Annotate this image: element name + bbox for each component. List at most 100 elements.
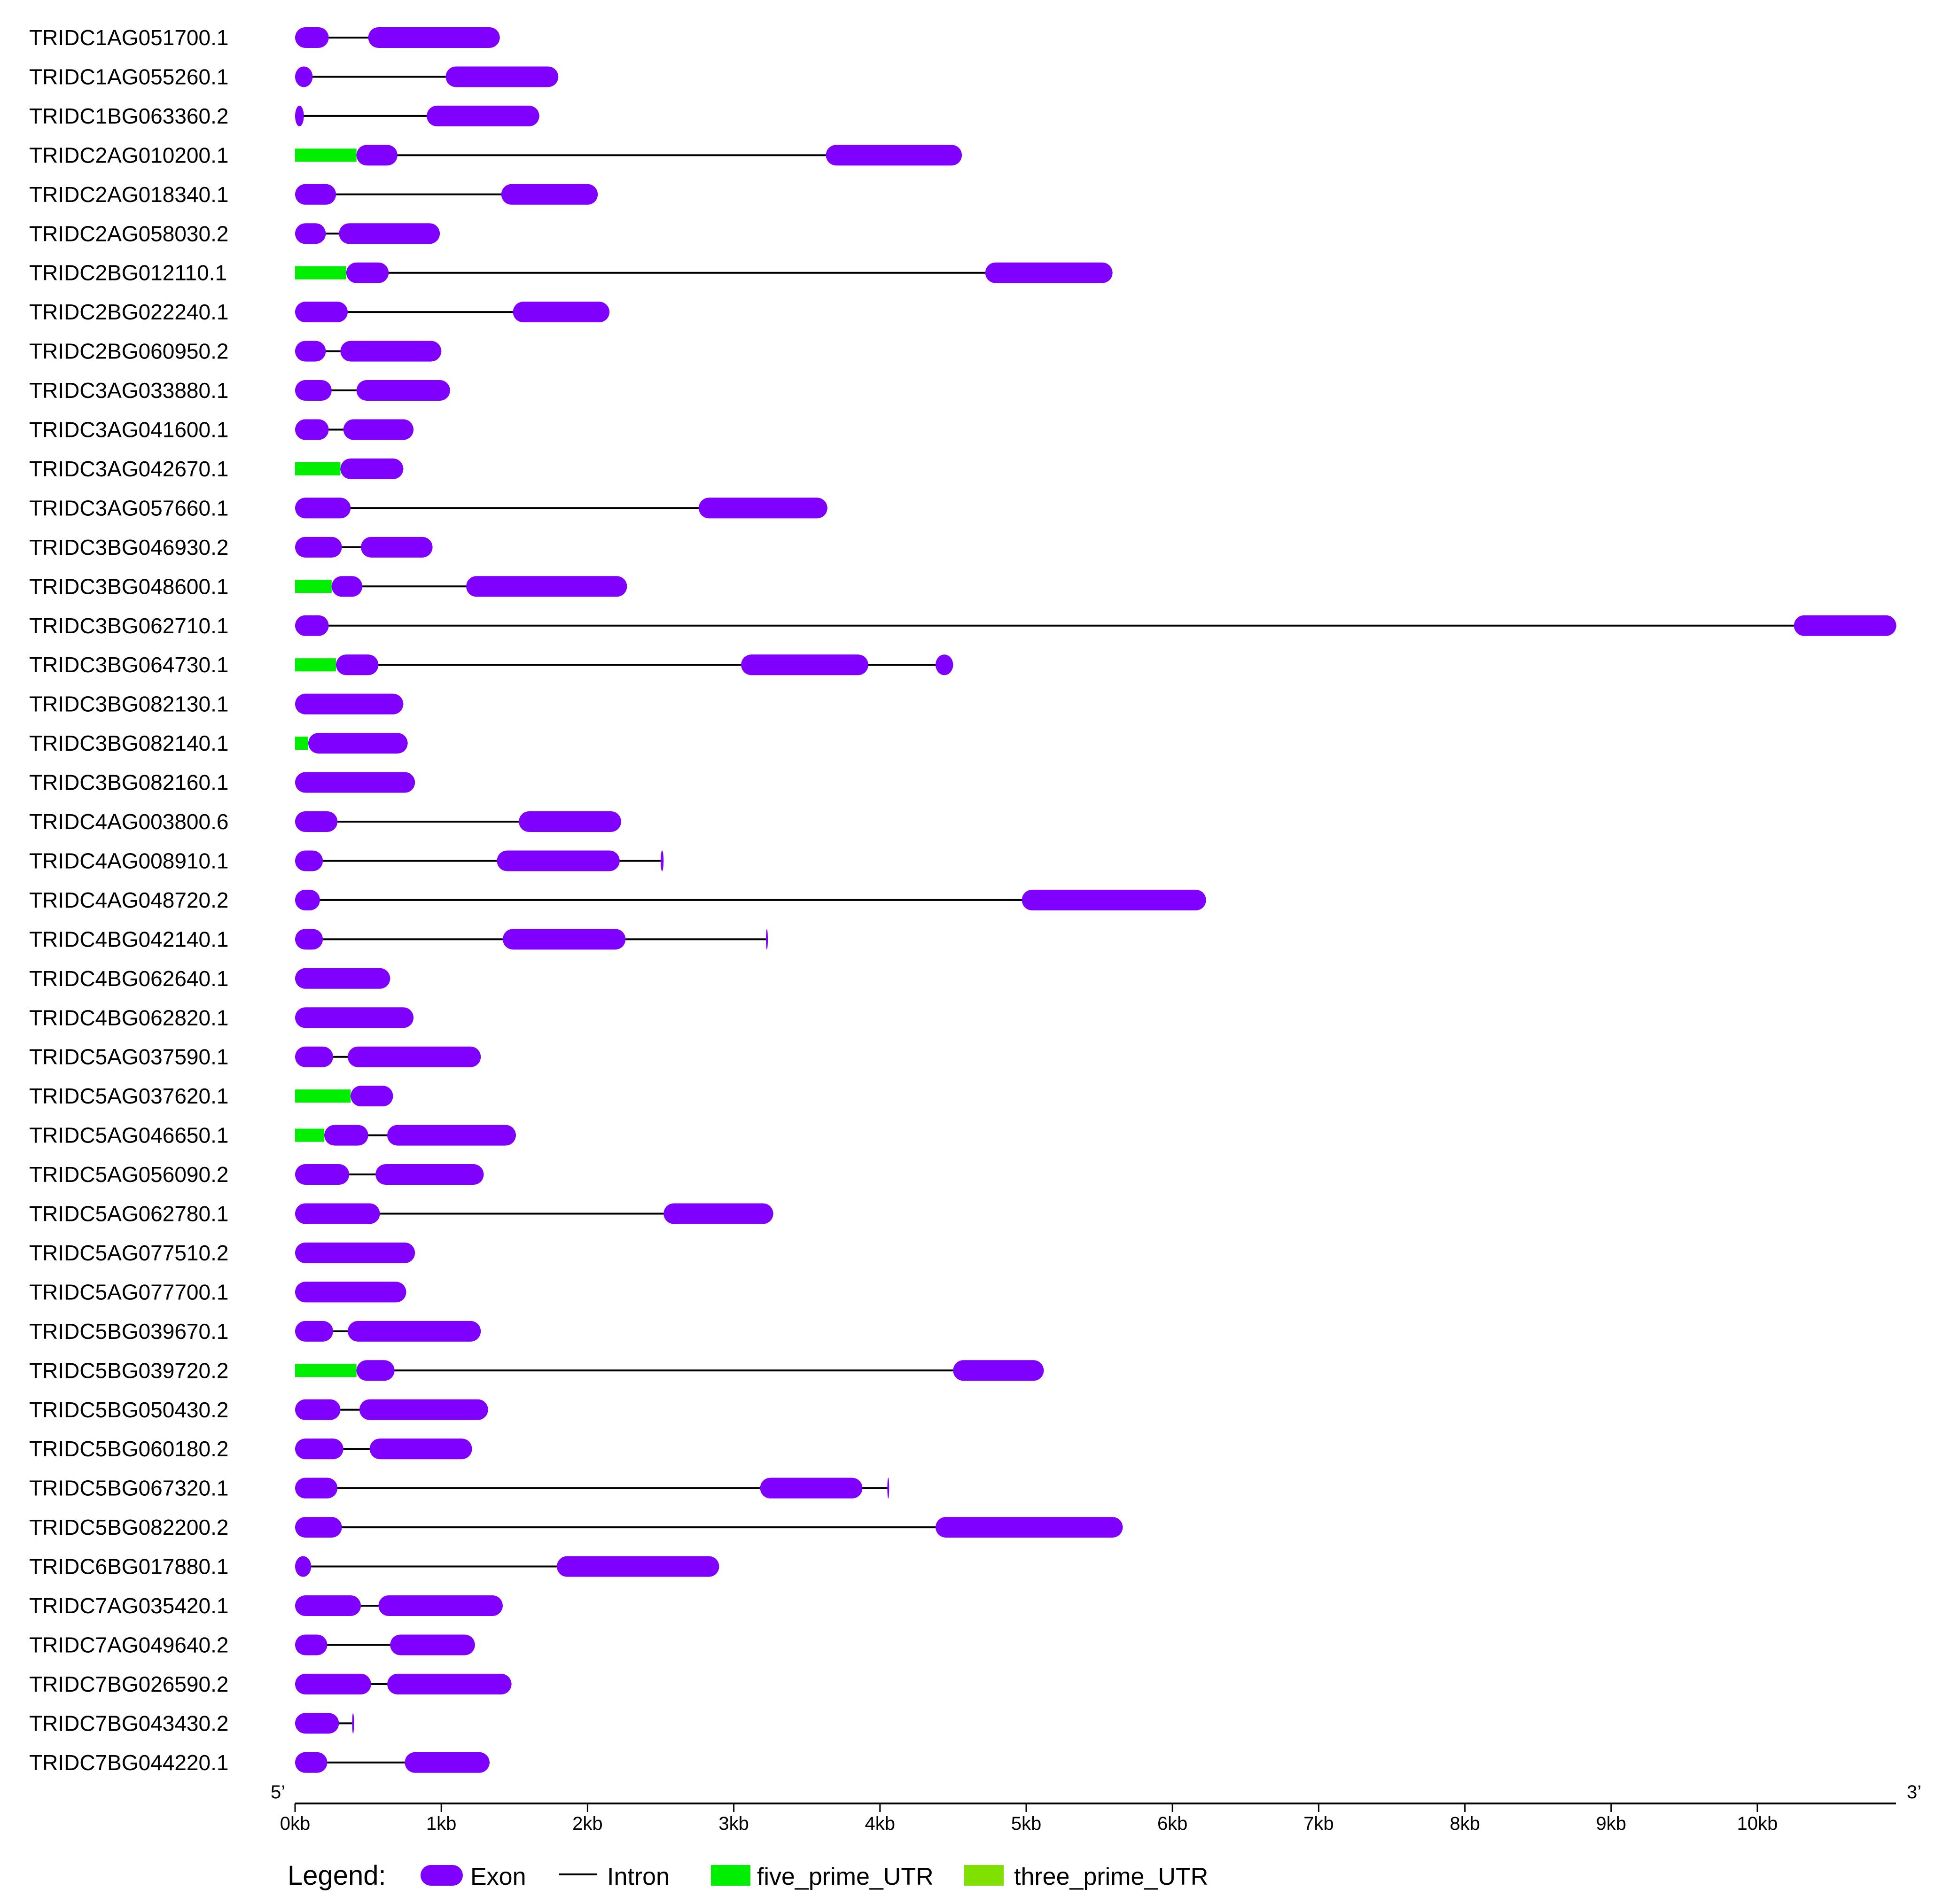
gene-row: TRIDC3BG082160.1 [29,770,415,795]
gene-row: TRIDC3BG082130.1 [29,692,404,716]
gene-row: TRIDC3AG042670.1 [29,457,404,481]
axis-tick-label: 4kb [865,1813,896,1834]
exon [308,733,408,754]
gene-name-label: TRIDC5BG082200.2 [29,1515,228,1539]
gene-name-label: TRIDC3BG082140.1 [29,731,228,755]
exon [340,341,442,362]
gene-name-label: TRIDC7AG035420.1 [29,1593,228,1618]
exon [356,145,398,166]
exon [295,536,342,558]
exon [295,1752,328,1773]
exon [760,1477,863,1499]
gene-row: TRIDC1AG055260.1 [29,64,559,89]
gene-row: TRIDC5AG077700.1 [29,1280,406,1304]
gene-row: TRIDC2BG012110.1 [29,261,1113,285]
gene-row: TRIDC5BG067320.1 [29,1476,889,1500]
gene-row: TRIDC1BG063360.2 [29,104,539,128]
exon [936,654,953,676]
gene-row: TRIDC3BG064730.1 [29,653,953,677]
five-prime-utr [295,266,346,280]
gene-name-label: TRIDC7BG043430.2 [29,1711,228,1735]
exon [361,536,433,558]
gene-name-label: TRIDC3BG064730.1 [29,653,228,677]
gene-row: TRIDC2AG010200.1 [29,143,962,167]
legend-intron-label: Intron [607,1863,670,1890]
gene-name-label: TRIDC5AG046650.1 [29,1123,228,1148]
five-prime-utr [295,462,341,475]
gene-name-label: TRIDC3AG033880.1 [29,378,228,403]
gene-name-label: TRIDC1BG063360.2 [29,104,228,128]
exon [295,850,323,871]
exon [346,262,389,283]
five-prime-utr [295,737,309,750]
exon [501,184,598,205]
gene-name-label: TRIDC2AG010200.1 [29,143,228,167]
gene-row: TRIDC5AG077510.2 [29,1241,415,1265]
five-prime-utr [295,1128,325,1142]
exon [356,380,450,401]
gene-name-label: TRIDC5BG060180.2 [29,1437,228,1461]
gene-name-label: TRIDC5AG037590.1 [29,1045,228,1069]
gene-name-label: TRIDC5AG056090.2 [29,1162,228,1187]
gene-row: TRIDC5BG050430.2 [29,1398,488,1422]
gene-row: TRIDC4BG062640.1 [29,966,390,991]
exon [295,105,304,126]
gene-name-label: TRIDC5BG050430.2 [29,1398,228,1422]
legend-title: Legend: [288,1860,386,1891]
exon [295,1046,333,1067]
gene-name-label: TRIDC4AG008910.1 [29,848,228,873]
axis-tick-label: 0kb [280,1813,311,1834]
exon [295,184,336,205]
gene-row: TRIDC3AG057660.1 [29,496,827,520]
gene-row: TRIDC4AG008910.1 [29,848,664,873]
gene-name-label: TRIDC4AG048720.2 [29,888,228,912]
exon [405,1752,490,1773]
kb-axis: 5’ 3’ 0kb 1kb 2kb 3kb 4kb 5kb 6kb 7kb 8kb 9kb 10kb [271,1782,1921,1834]
gene-name-label: TRIDC6BG017880.1 [29,1554,228,1579]
exon [375,1164,484,1185]
gene-row: TRIDC4BG042140.1 [29,927,768,951]
gene-name-label: TRIDC1AG055260.1 [29,64,228,89]
exon [295,1673,371,1694]
exon [295,27,329,48]
gene-name-label: TRIDC3AG042670.1 [29,457,228,481]
axis-tick-label: 1kb [426,1813,457,1834]
legend-three-prime-utr-label: three_prime_UTR [1014,1863,1208,1890]
gene-name-label: TRIDC2BG012110.1 [29,261,227,285]
gene-name-label: TRIDC2BG060950.2 [29,339,228,364]
exon [295,693,404,715]
gene-name-label: TRIDC5BG039670.1 [29,1319,228,1344]
gene-row: TRIDC4AG003800.6 [29,809,621,834]
exon [295,1634,328,1655]
exon [295,1007,414,1028]
exon [295,1713,339,1734]
exon [340,458,404,479]
exon [368,27,500,48]
exon [352,1713,354,1734]
gene-row: TRIDC7AG035420.1 [29,1593,503,1618]
three-prime-end-label: 3’ [1907,1782,1921,1803]
exon [427,105,539,126]
five-prime-utr [295,1364,357,1377]
gene-row: TRIDC2BG022240.1 [29,300,610,324]
legend: Legend: Exon Intron five_prime_UTR three… [288,1860,1208,1891]
gene-row: TRIDC5AG037590.1 [29,1045,481,1069]
gene-row: TRIDC5AG056090.2 [29,1162,484,1187]
exon [387,1673,512,1694]
gene-row: TRIDC2BG060950.2 [29,339,442,364]
gene-row: TRIDC7BG044220.1 [29,1750,490,1775]
gene-name-label: TRIDC2AG058030.2 [29,221,228,246]
axis-ticks: 0kb 1kb 2kb 3kb 4kb 5kb 6kb 7kb 8kb 9kb 10kb [280,1803,1778,1834]
exon [295,1164,350,1185]
legend-three-prime-utr-swatch [964,1865,1004,1886]
exon [295,380,332,401]
axis-tick-label: 3kb [718,1813,749,1834]
exon [295,615,329,636]
gene-row: TRIDC5AG062780.1 [29,1202,773,1226]
exon [295,1556,312,1577]
exon [557,1556,719,1577]
exon [295,1517,342,1538]
exon [826,145,962,166]
gene-name-label: TRIDC5BG039720.2 [29,1358,228,1383]
